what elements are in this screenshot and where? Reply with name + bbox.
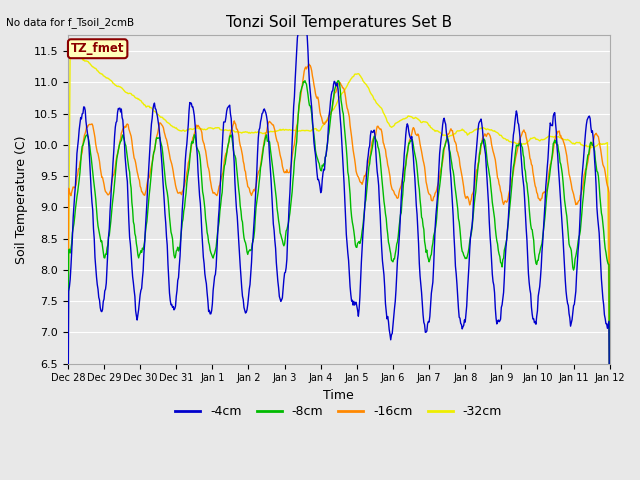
Title: Tonzi Soil Temperatures Set B: Tonzi Soil Temperatures Set B [226,15,452,30]
Text: TZ_fmet: TZ_fmet [71,42,124,55]
Text: No data for f_Tsoil_2cmB: No data for f_Tsoil_2cmB [6,17,134,28]
X-axis label: Time: Time [323,389,354,402]
Y-axis label: Soil Temperature (C): Soil Temperature (C) [15,135,28,264]
Legend: -4cm, -8cm, -16cm, -32cm: -4cm, -8cm, -16cm, -32cm [170,400,508,423]
